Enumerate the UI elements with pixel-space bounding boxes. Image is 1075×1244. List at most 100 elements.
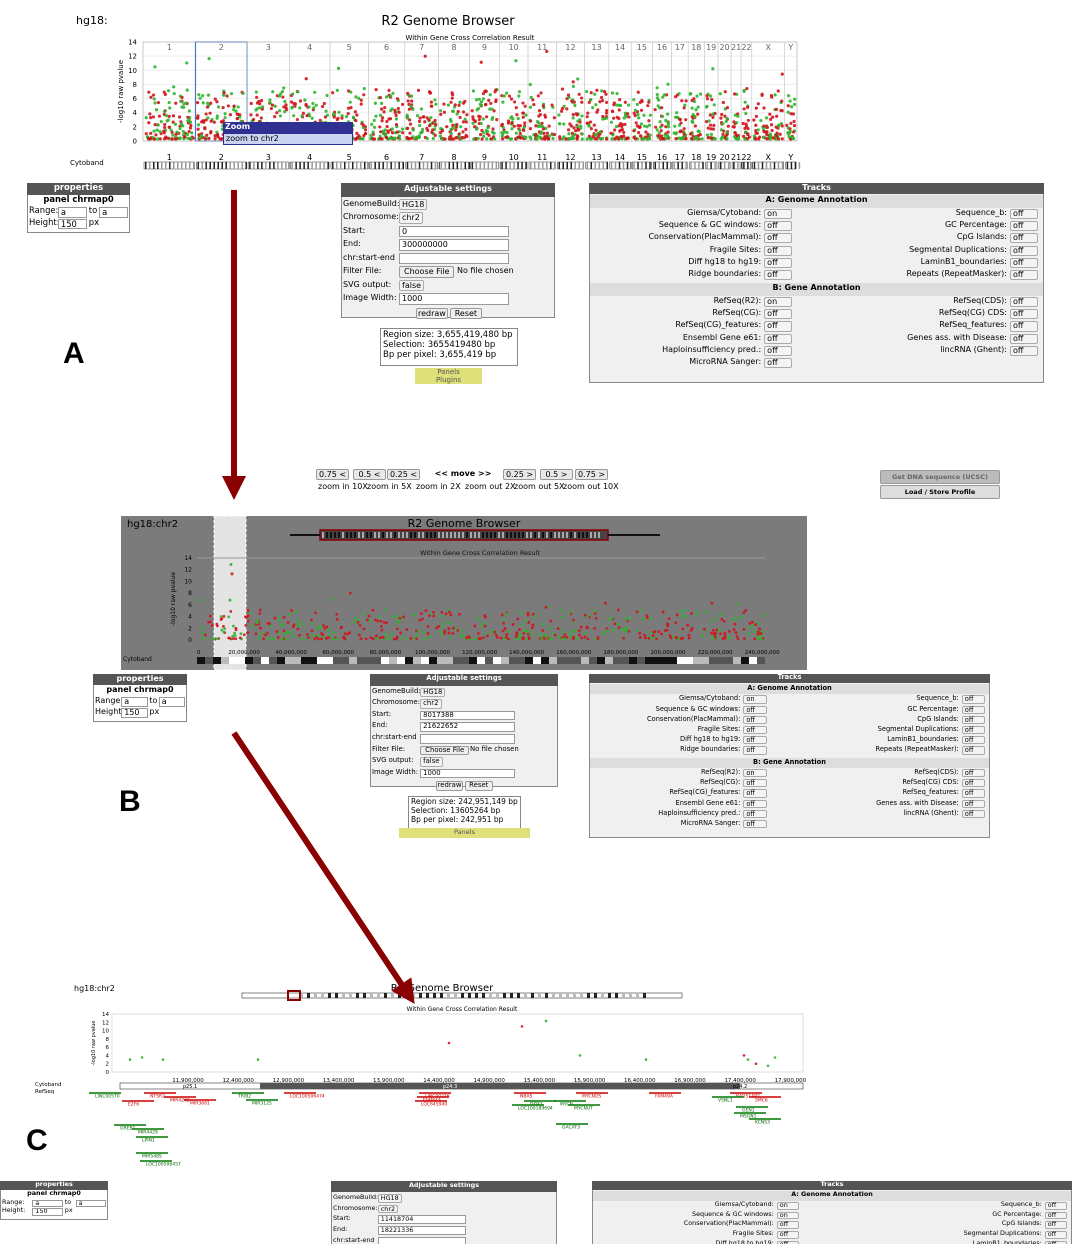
track-select[interactable]: off xyxy=(1044,1221,1068,1230)
text-input[interactable] xyxy=(377,1237,466,1244)
height-input[interactable]: 150 xyxy=(121,708,148,718)
height-input[interactable]: 150 xyxy=(57,218,87,230)
track-select[interactable]: off xyxy=(764,333,793,344)
track-select[interactable]: off xyxy=(743,809,767,818)
track-select[interactable]: off xyxy=(1010,296,1038,307)
range-input[interactable]: a xyxy=(99,207,128,218)
track-select[interactable]: off xyxy=(764,220,793,232)
zoom-link[interactable]: zoom in 10X xyxy=(318,482,368,491)
track-select[interactable]: off xyxy=(743,726,767,735)
track-select[interactable]: off xyxy=(1010,233,1038,244)
track-select[interactable]: off xyxy=(1044,1211,1068,1220)
track-select[interactable]: off xyxy=(961,736,985,745)
track-select[interactable]: off xyxy=(1010,345,1038,357)
track-select[interactable]: off xyxy=(776,1231,800,1240)
track-select[interactable]: on xyxy=(743,695,767,704)
track-select[interactable]: off xyxy=(1044,1202,1068,1210)
select[interactable]: chr2 xyxy=(377,1204,399,1214)
select[interactable]: false xyxy=(399,279,425,291)
step-button[interactable]: 0.75 > xyxy=(575,469,608,480)
track-select[interactable]: off xyxy=(1010,220,1038,232)
track-select[interactable]: off xyxy=(1010,321,1038,332)
track-select[interactable]: off xyxy=(743,779,767,788)
select[interactable]: HG18 xyxy=(420,687,446,698)
zoom-link[interactable]: zoom in 2X xyxy=(416,482,461,491)
text-input[interactable]: 21622652 xyxy=(420,722,515,733)
track-select[interactable]: off xyxy=(1044,1231,1068,1240)
track-select[interactable]: off xyxy=(961,746,985,755)
range-input[interactable]: a xyxy=(121,697,148,707)
track-select[interactable]: off xyxy=(764,257,793,269)
panels-button[interactable] xyxy=(415,368,482,384)
track-select[interactable]: off xyxy=(776,1241,800,1244)
height-input[interactable]: 150 xyxy=(32,1208,63,1217)
track-select[interactable]: off xyxy=(961,705,985,714)
select[interactable]: chr2 xyxy=(399,212,423,224)
side-button[interactable]: Get DNA sequence (UCSC) xyxy=(880,470,1000,484)
track-select[interactable]: off xyxy=(743,819,767,829)
track-select[interactable]: on xyxy=(776,1202,800,1210)
track-select[interactable]: off xyxy=(961,695,985,704)
track-select[interactable]: on xyxy=(764,296,793,307)
track-select[interactable]: off xyxy=(764,270,793,281)
file-button[interactable]: Choose File xyxy=(399,266,455,278)
zoom-menu-item[interactable]: zoom to chr2 xyxy=(223,133,353,145)
track-select[interactable]: off xyxy=(961,809,985,818)
track-select[interactable]: off xyxy=(776,1221,800,1230)
zoom-link[interactable]: zoom in 5X xyxy=(367,482,412,491)
text-input[interactable] xyxy=(420,734,515,744)
file-button[interactable]: Choose File xyxy=(420,745,470,756)
range-input[interactable]: a xyxy=(57,207,87,218)
range-input[interactable]: a xyxy=(32,1199,63,1208)
select[interactable]: chr2 xyxy=(420,699,442,709)
side-button[interactable]: Load / Store Profile xyxy=(880,485,1000,499)
track-select[interactable]: off xyxy=(1010,333,1038,344)
track-select[interactable]: on xyxy=(776,1211,800,1220)
step-button[interactable]: 0.5 < xyxy=(353,469,386,480)
track-select[interactable]: off xyxy=(743,789,767,798)
button[interactable]: Reset xyxy=(465,781,493,792)
button[interactable]: Reset xyxy=(449,307,482,319)
button[interactable]: redraw xyxy=(415,307,448,319)
track-select[interactable]: on xyxy=(764,208,793,219)
track-select[interactable]: off xyxy=(1010,245,1038,256)
text-input[interactable]: 18221336 xyxy=(377,1226,466,1235)
panels-button[interactable]: Panels xyxy=(399,828,530,838)
track-select[interactable]: off xyxy=(961,779,985,788)
track-select[interactable]: off xyxy=(961,768,985,778)
track-select[interactable]: off xyxy=(743,715,767,725)
track-select[interactable]: off xyxy=(743,736,767,745)
track-select[interactable]: off xyxy=(764,233,793,244)
select[interactable]: false xyxy=(420,757,443,767)
track-select[interactable]: off xyxy=(764,309,793,320)
text-input[interactable]: 11418704 xyxy=(377,1215,466,1225)
track-select[interactable]: off xyxy=(764,245,793,256)
range-input[interactable]: a xyxy=(75,1199,106,1208)
text-input[interactable]: 1000 xyxy=(420,768,515,779)
track-select[interactable]: off xyxy=(764,321,793,332)
text-input[interactable]: 0 xyxy=(399,225,509,237)
track-select[interactable]: off xyxy=(1044,1241,1068,1244)
track-select[interactable]: off xyxy=(743,799,767,808)
step-button[interactable]: 0.5 > xyxy=(540,469,573,480)
text-input[interactable]: 300000000 xyxy=(399,239,509,251)
track-select[interactable]: off xyxy=(961,789,985,798)
track-select[interactable]: off xyxy=(961,799,985,808)
text-input[interactable] xyxy=(399,252,509,264)
select[interactable]: HG18 xyxy=(399,198,428,210)
zoom-link[interactable]: zoom out 10X xyxy=(563,482,619,491)
track-select[interactable]: off xyxy=(764,358,793,369)
step-button[interactable]: 0.75 < xyxy=(316,469,349,480)
track-select[interactable]: on xyxy=(743,768,767,778)
select[interactable]: HG18 xyxy=(377,1193,402,1203)
track-select[interactable]: off xyxy=(743,746,767,755)
track-select[interactable]: off xyxy=(1010,257,1038,269)
step-button[interactable]: 0.25 > xyxy=(503,469,536,480)
zoom-link[interactable]: zoom out 5X xyxy=(514,482,565,491)
track-select[interactable]: off xyxy=(1010,208,1038,219)
button[interactable]: redraw xyxy=(435,781,464,792)
text-input[interactable]: 1000 xyxy=(399,293,509,305)
track-select[interactable]: off xyxy=(961,715,985,725)
zoom-link[interactable]: zoom out 2X xyxy=(465,482,516,491)
text-input[interactable]: 8017388 xyxy=(420,710,515,721)
